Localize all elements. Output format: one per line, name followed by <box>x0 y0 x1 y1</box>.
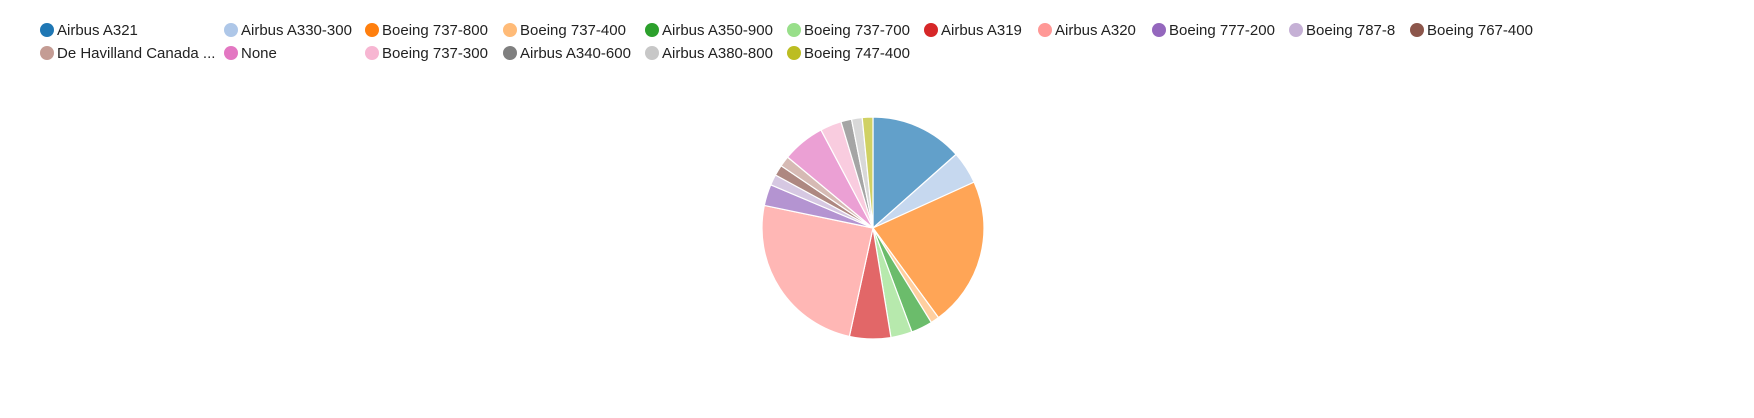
legend-swatch <box>924 23 938 37</box>
pie-slice[interactable] <box>761 204 874 338</box>
legend-label: Airbus A380-800 <box>662 44 773 62</box>
legend-swatch <box>1038 23 1052 37</box>
pie-slice[interactable] <box>872 181 985 319</box>
legend-item[interactable]: Boeing 777-200 <box>1152 20 1275 40</box>
legend-item[interactable]: Boeing 747-400 <box>787 43 910 63</box>
legend-label: Airbus A321 <box>57 21 138 39</box>
legend-item[interactable]: Airbus A320 <box>1038 20 1136 40</box>
legend-label: Airbus A319 <box>941 21 1022 39</box>
legend-label: Boeing 767-400 <box>1427 21 1533 39</box>
legend-item[interactable]: Boeing 737-300 <box>365 43 488 63</box>
legend-item[interactable]: Airbus A380-800 <box>645 43 773 63</box>
legend-item[interactable]: Boeing 737-700 <box>787 20 910 40</box>
legend-item[interactable]: Airbus A350-900 <box>645 20 773 40</box>
legend-label: Airbus A350-900 <box>662 21 773 39</box>
legend-item[interactable]: Airbus A321 <box>40 20 138 40</box>
legend-label: Airbus A330-300 <box>241 21 352 39</box>
legend-swatch <box>503 46 517 60</box>
legend-label: Boeing 777-200 <box>1169 21 1275 39</box>
legend-label: De Havilland Canada ... <box>57 44 216 62</box>
legend-swatch <box>365 46 379 60</box>
legend-swatch <box>365 23 379 37</box>
legend-label: Airbus A320 <box>1055 21 1136 39</box>
legend-item[interactable]: Airbus A330-300 <box>224 20 352 40</box>
legend-item[interactable]: De Havilland Canada ... <box>40 43 215 63</box>
legend-item[interactable]: Boeing 787-8 <box>1289 20 1395 40</box>
legend-item[interactable]: Airbus A319 <box>924 20 1022 40</box>
legend-swatch <box>787 23 801 37</box>
legend-swatch <box>645 46 659 60</box>
legend-label: Boeing 737-400 <box>520 21 626 39</box>
legend-swatch <box>40 23 54 37</box>
legend-item[interactable]: Boeing 767-400 <box>1410 20 1533 40</box>
legend-label: None <box>241 44 277 62</box>
legend-label: Boeing 737-800 <box>382 21 488 39</box>
legend-swatch <box>645 23 659 37</box>
legend-label: Boeing 747-400 <box>804 44 910 62</box>
legend-label: Boeing 737-700 <box>804 21 910 39</box>
chart-legend: Airbus A321 Airbus A330-300 Boeing 737-800… <box>0 0 1754 80</box>
legend-swatch <box>503 23 517 37</box>
legend-swatch <box>224 46 238 60</box>
legend-item[interactable]: None <box>224 43 277 63</box>
legend-swatch <box>1152 23 1166 37</box>
legend-label: Boeing 787-8 <box>1306 21 1396 39</box>
legend-swatch <box>224 23 238 37</box>
pie-slice[interactable] <box>872 116 957 230</box>
pie-slice[interactable] <box>861 116 874 229</box>
legend-item[interactable]: Boeing 737-400 <box>503 20 626 40</box>
legend-label: Airbus A340-600 <box>520 44 631 62</box>
legend-swatch <box>1410 23 1424 37</box>
legend-item[interactable]: Airbus A340-600 <box>503 43 631 63</box>
legend-swatch <box>787 46 801 60</box>
legend-label: Boeing 737-300 <box>382 44 488 62</box>
legend-item[interactable]: Boeing 737-800 <box>365 20 488 40</box>
legend-swatch <box>1289 23 1303 37</box>
legend-swatch <box>40 46 54 60</box>
